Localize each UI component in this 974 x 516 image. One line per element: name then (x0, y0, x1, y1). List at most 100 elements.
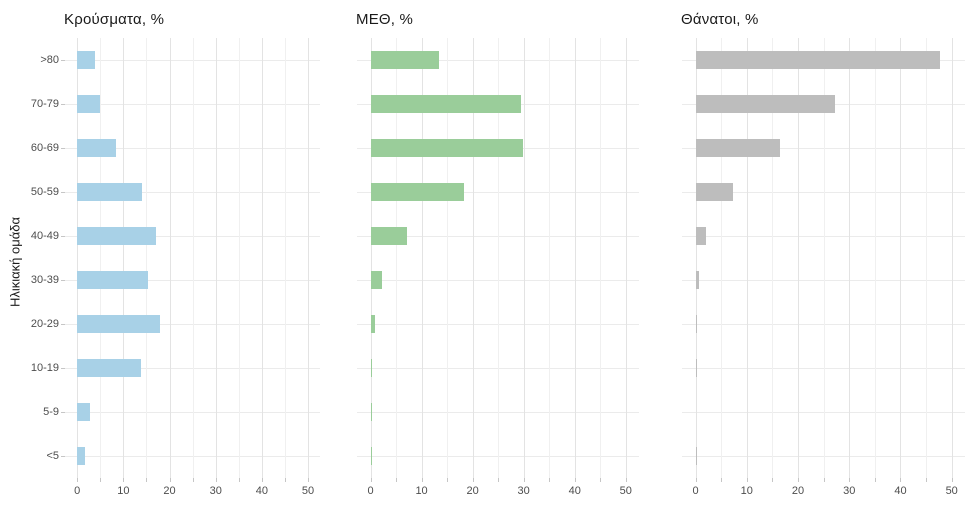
x-tick-mark (695, 478, 697, 482)
chart-title-icu: ΜΕΘ, % (356, 11, 414, 28)
x-tick-mark (823, 478, 825, 482)
gridline-major (523, 38, 525, 478)
gridline-major (574, 38, 576, 478)
gridline-horizontal (65, 236, 320, 237)
y-tick-mark (61, 148, 65, 149)
x-tick-mark (370, 478, 372, 482)
gridline-minor (284, 38, 286, 478)
gridline-horizontal (682, 412, 965, 413)
x-tick-mark (284, 478, 286, 482)
x-tick-label: 0 (692, 485, 699, 497)
bar-40-49 (695, 227, 706, 245)
x-tick-mark (951, 478, 953, 482)
x-tick-label: 30 (843, 485, 856, 497)
y-tick-mark (61, 104, 65, 105)
gridline-horizontal (65, 456, 320, 457)
bar-70-79 (695, 95, 836, 113)
gridline-major (123, 38, 125, 478)
gridline-minor (549, 38, 551, 478)
gridline-major (625, 38, 627, 478)
gridline-major (169, 38, 171, 478)
x-tick-mark (396, 478, 398, 482)
gridline-horizontal (65, 280, 320, 281)
x-tick-mark (215, 478, 217, 482)
x-tick-mark (874, 478, 876, 482)
gridline-minor (146, 38, 148, 478)
y-axis-label: 10-19 (30, 362, 59, 374)
y-axis-label: 30-39 (30, 274, 59, 286)
gridline-minor (396, 38, 398, 478)
plot-area-icu (357, 38, 639, 478)
x-tick-label: 0 (367, 485, 374, 497)
y-axis-label: >80 (40, 54, 59, 66)
x-tick-mark (721, 478, 723, 482)
y-axis-labels: >80 70-79 60-69 50-59 40-49 30-39 20-29 10-19 5-… (0, 38, 59, 478)
gridline-minor (721, 38, 723, 478)
plot-area-cases (65, 38, 320, 478)
x-tick-mark (900, 478, 902, 482)
x-tick-mark (169, 478, 171, 482)
gridline-horizontal (357, 280, 639, 281)
x-axis-deaths: 0 10 20 30 40 50 (682, 478, 965, 502)
x-tick-label: 40 (255, 485, 268, 497)
gridline-minor (823, 38, 825, 478)
x-tick-mark (238, 478, 240, 482)
x-tick-label: 20 (466, 485, 479, 497)
bar-70-79 (370, 95, 522, 113)
gridline-horizontal (65, 104, 320, 105)
bar-20-29 (77, 315, 161, 333)
bar-10-19 (695, 359, 697, 377)
x-tick-label: 40 (894, 485, 907, 497)
x-tick-label: 40 (568, 485, 581, 497)
x-tick-mark (421, 478, 423, 482)
x-tick-label: 30 (209, 485, 222, 497)
bar-30-39 (370, 271, 383, 289)
x-axis-icu: 0 10 20 30 40 50 (357, 478, 639, 502)
x-tick-label: 50 (945, 485, 958, 497)
x-tick-mark (849, 478, 851, 482)
y-axis-label: 50-59 (30, 186, 59, 198)
gridline-horizontal (682, 148, 965, 149)
x-tick-label: 20 (791, 485, 805, 497)
bar-20-29 (695, 315, 697, 333)
gridline-major (77, 38, 79, 478)
x-tick-mark (100, 478, 102, 482)
gridline-horizontal (357, 412, 639, 413)
bar->80 (370, 51, 440, 69)
bar->80 (77, 51, 95, 69)
gridline-horizontal (65, 60, 320, 61)
y-tick-mark (61, 280, 65, 281)
x-tick-mark (472, 478, 474, 482)
bar-50-59 (695, 183, 733, 201)
bar-60-69 (370, 139, 524, 157)
x-tick-mark (600, 478, 602, 482)
gridline-horizontal (357, 60, 639, 61)
gridline-minor (772, 38, 774, 478)
plot-area-deaths (682, 38, 965, 478)
gridline-horizontal (682, 280, 965, 281)
gridline-horizontal (65, 148, 320, 149)
gridline-major (746, 38, 748, 478)
y-axis-label: 40-49 (30, 230, 59, 242)
y-axis-label: 5-9 (43, 406, 59, 418)
x-tick-mark (772, 478, 774, 482)
gridline-major (261, 38, 263, 478)
gridline-horizontal (65, 368, 320, 369)
x-axis-cases: 0 10 20 30 40 50 (65, 478, 320, 502)
x-tick-mark (77, 478, 79, 482)
bar-10-19 (77, 359, 141, 377)
y-tick-mark (61, 412, 65, 413)
bar-5-9 (77, 403, 90, 421)
bar-50-59 (370, 183, 465, 201)
x-tick-mark (192, 478, 194, 482)
bar-<5 (370, 447, 373, 465)
gridline-major (900, 38, 902, 478)
x-tick-label: 0 (74, 485, 81, 497)
bar-40-49 (77, 227, 157, 245)
y-axis-label: 20-29 (30, 318, 59, 330)
gridline-minor (447, 38, 449, 478)
x-tick-mark (746, 478, 748, 482)
x-tick-mark (447, 478, 449, 482)
gridline-horizontal (682, 236, 965, 237)
